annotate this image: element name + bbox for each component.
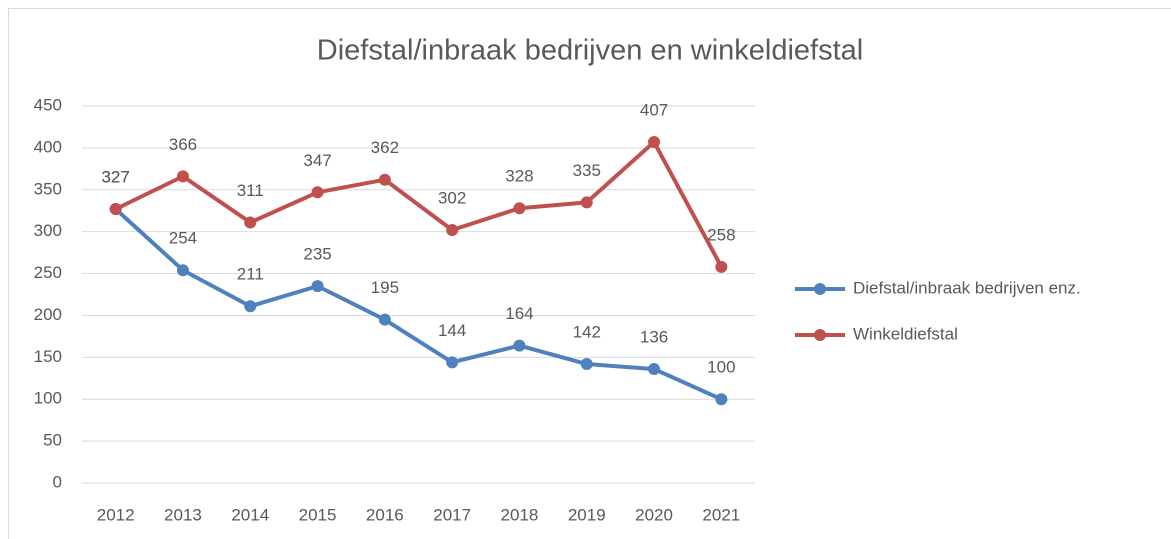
data-label: 164 — [505, 304, 533, 323]
x-tick-label: 2018 — [501, 505, 539, 524]
data-point — [176, 264, 189, 277]
series-line — [114, 140, 724, 268]
data-label: 362 — [371, 138, 399, 157]
data-point — [648, 136, 661, 149]
x-tick-label: 2016 — [366, 505, 404, 524]
data-label: 136 — [640, 328, 668, 347]
legend-marker — [814, 329, 826, 341]
data-label: 258 — [707, 225, 735, 244]
x-tick-label: 2021 — [702, 505, 740, 524]
data-label: 235 — [303, 245, 331, 264]
x-tick-label: 2017 — [433, 505, 471, 524]
x-tick-label: 2019 — [568, 505, 606, 524]
legend-label: Diefstal/inbraak bedrijven enz. — [853, 278, 1081, 297]
data-point — [244, 300, 257, 313]
y-tick-label: 50 — [43, 431, 62, 450]
y-tick-label: 250 — [34, 263, 62, 282]
data-point — [176, 170, 189, 183]
data-point — [311, 186, 324, 199]
data-point — [715, 393, 728, 406]
chart-border — [8, 8, 1171, 539]
data-label: 144 — [438, 321, 466, 340]
x-tick-label: 2012 — [97, 505, 135, 524]
y-tick-label: 450 — [34, 95, 62, 114]
chart-title: Diefstal/inbraak bedrijven en winkeldief… — [317, 35, 863, 67]
data-label: 142 — [573, 323, 601, 342]
data-point — [513, 339, 526, 352]
data-label: 195 — [371, 278, 399, 297]
data-point — [378, 313, 391, 326]
series-line — [114, 207, 723, 402]
data-label: 335 — [573, 161, 601, 180]
y-tick-label: 150 — [34, 347, 62, 366]
y-tick-label: 350 — [34, 179, 62, 198]
data-point — [580, 358, 593, 371]
data-label: 211 — [237, 265, 264, 284]
x-tick-label: 2013 — [164, 505, 202, 524]
data-point — [648, 363, 661, 376]
x-tick-label: 2015 — [299, 505, 337, 524]
legend-label: Winkeldiefstal — [853, 324, 958, 343]
y-tick-label: 400 — [34, 137, 62, 156]
data-point — [715, 260, 728, 273]
y-tick-label: 100 — [34, 389, 62, 408]
data-label: 311 — [237, 181, 264, 200]
x-tick-label: 2020 — [635, 505, 673, 524]
x-tick-label: 2014 — [231, 505, 269, 524]
data-point — [109, 203, 122, 216]
data-point — [513, 202, 526, 215]
data-label: 100 — [707, 358, 735, 377]
data-point — [446, 223, 459, 236]
data-point — [378, 173, 391, 186]
data-label: 254 — [169, 229, 197, 248]
data-label: 347 — [303, 151, 331, 170]
data-label: 327 — [101, 168, 129, 187]
y-tick-label: 0 — [53, 472, 62, 491]
data-point — [244, 216, 257, 229]
data-label: 407 — [640, 101, 668, 120]
data-point — [311, 280, 324, 293]
data-point — [580, 196, 593, 209]
data-label: 302 — [438, 188, 466, 207]
data-label: 366 — [169, 135, 197, 154]
legend-marker — [814, 283, 826, 295]
data-point — [446, 356, 459, 369]
y-tick-label: 300 — [34, 221, 62, 240]
data-label: 327 — [101, 168, 129, 187]
data-label: 328 — [505, 167, 533, 186]
y-tick-label: 200 — [34, 305, 62, 324]
